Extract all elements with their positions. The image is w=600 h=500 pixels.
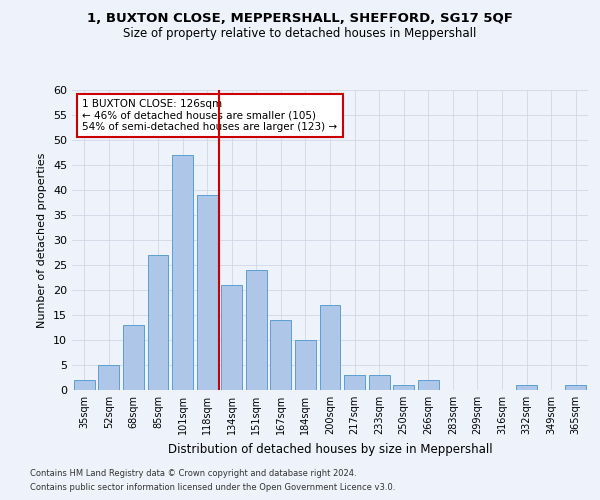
Bar (172, 155, 193, 390)
Bar (246, 270, 267, 390)
Text: Contains HM Land Registry data © Crown copyright and database right 2024.: Contains HM Land Registry data © Crown c… (30, 468, 356, 477)
Bar (98, 365, 119, 390)
Bar (344, 375, 365, 390)
Bar (295, 340, 316, 390)
Text: 1, BUXTON CLOSE, MEPPERSHALL, SHEFFORD, SG17 5QF: 1, BUXTON CLOSE, MEPPERSHALL, SHEFFORD, … (87, 12, 513, 26)
Bar (221, 285, 242, 390)
Bar (565, 385, 586, 390)
Text: Contains public sector information licensed under the Open Government Licence v3: Contains public sector information licen… (30, 484, 395, 492)
X-axis label: Distribution of detached houses by size in Meppershall: Distribution of detached houses by size … (167, 442, 493, 456)
Bar (148, 255, 169, 390)
Bar (320, 305, 340, 390)
Bar (197, 195, 218, 390)
Bar (74, 380, 95, 390)
Bar (123, 325, 144, 390)
Bar (393, 385, 414, 390)
Text: 1 BUXTON CLOSE: 126sqm
← 46% of detached houses are smaller (105)
54% of semi-de: 1 BUXTON CLOSE: 126sqm ← 46% of detached… (82, 99, 337, 132)
Bar (418, 380, 439, 390)
Text: Size of property relative to detached houses in Meppershall: Size of property relative to detached ho… (124, 28, 476, 40)
Bar (516, 385, 537, 390)
Bar (368, 375, 389, 390)
Bar (271, 320, 292, 390)
Y-axis label: Number of detached properties: Number of detached properties (37, 152, 47, 328)
